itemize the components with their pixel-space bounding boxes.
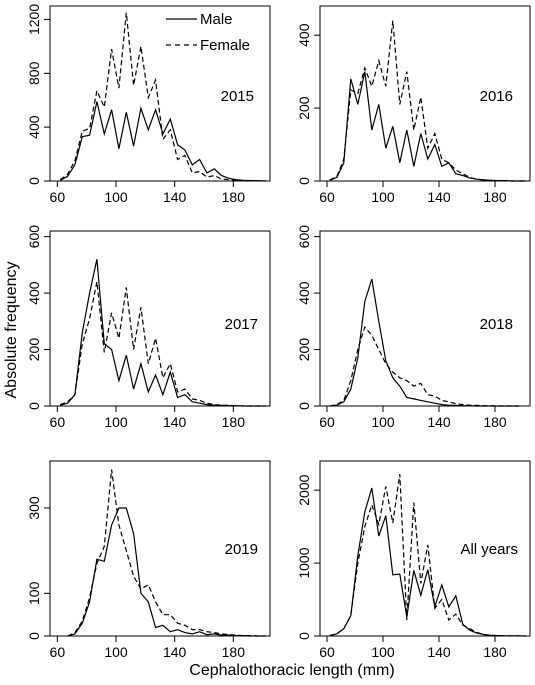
x-tick-label: 100 xyxy=(104,644,128,660)
y-tick-label: 200 xyxy=(26,338,42,362)
x-tick-label: 60 xyxy=(50,189,66,205)
y-tick-label: 0 xyxy=(296,402,312,410)
panel-0: 60 100 140 180 0 400 800 1200 2015 xyxy=(26,4,271,205)
x-tick-label: 180 xyxy=(483,644,507,660)
x-tick-label: 100 xyxy=(371,189,395,205)
y-tick-label: 2000 xyxy=(296,474,312,505)
x-axis-label: Cephalothoracic length (mm) xyxy=(189,662,394,679)
y-tick-label: 0 xyxy=(26,402,42,410)
y-tick-label: 400 xyxy=(296,23,312,47)
x-tick-label: 140 xyxy=(163,189,187,205)
y-tick-label: 100 xyxy=(26,581,42,605)
x-tick-label: 60 xyxy=(50,644,66,660)
panels-group: 60 100 140 180 0 400 800 1200 2015 60 100 140 180 0 20… xyxy=(26,4,531,660)
x-tick-label: 100 xyxy=(371,414,395,430)
y-tick-label: 1200 xyxy=(26,4,42,35)
y-tick-label: 200 xyxy=(296,338,312,362)
series-line-male xyxy=(60,101,266,182)
panel-year-label: 2015 xyxy=(221,88,254,105)
panel-4: 60 100 140 180 0 100 300 2019 xyxy=(26,460,271,660)
y-tick-label: 0 xyxy=(26,632,42,640)
x-tick-label: 60 xyxy=(319,414,335,430)
x-tick-label: 140 xyxy=(427,644,451,660)
legend-male-label: Male xyxy=(200,11,233,28)
panel-frame xyxy=(49,5,271,182)
panel-year-label: 2018 xyxy=(480,316,513,333)
panel-2: 60 100 140 180 0 200 400 600 2017 xyxy=(26,225,271,430)
x-tick-label: 180 xyxy=(222,414,246,430)
y-tick-label: 0 xyxy=(296,177,312,185)
series-line-female xyxy=(329,325,519,407)
y-tick-label: 400 xyxy=(26,115,42,139)
x-tick-label: 60 xyxy=(50,414,66,430)
panel-3: 60 100 140 180 0 200 400 600 2018 xyxy=(296,225,531,430)
x-tick-label: 60 xyxy=(319,189,335,205)
y-tick-label: 800 xyxy=(26,61,42,85)
x-tick-label: 100 xyxy=(104,414,128,430)
panel-frame xyxy=(319,5,531,182)
series-line-female xyxy=(67,469,266,637)
x-tick-label: 180 xyxy=(483,189,507,205)
y-tick-label: 400 xyxy=(26,281,42,305)
x-tick-label: 140 xyxy=(163,644,187,660)
legend-female-label: Female xyxy=(200,37,250,54)
panel-year-label: All years xyxy=(460,541,518,558)
x-tick-label: 140 xyxy=(163,414,187,430)
x-tick-label: 60 xyxy=(319,644,335,660)
series-line-female xyxy=(329,474,526,637)
x-tick-label: 140 xyxy=(427,414,451,430)
series-line-female xyxy=(329,20,526,182)
panel-frame xyxy=(319,230,531,407)
y-tick-label: 600 xyxy=(26,225,42,249)
y-tick-label: 200 xyxy=(296,96,312,120)
panel-5: 60 100 140 180 0 1000 2000 All years xyxy=(296,460,531,660)
legend: Male Female xyxy=(166,11,250,54)
x-tick-label: 180 xyxy=(222,644,246,660)
y-tick-label: 1000 xyxy=(296,547,312,578)
panel-frame xyxy=(319,460,531,637)
series-line-male xyxy=(329,71,526,182)
y-tick-label: 0 xyxy=(296,632,312,640)
panel-1: 60 100 140 180 0 200 400 2016 xyxy=(296,5,531,205)
series-line-male xyxy=(329,487,526,637)
x-tick-label: 100 xyxy=(371,644,395,660)
series-line-male xyxy=(329,278,519,407)
series-line-female xyxy=(59,12,266,182)
x-tick-label: 140 xyxy=(427,189,451,205)
x-tick-label: 180 xyxy=(483,414,507,430)
y-tick-label: 400 xyxy=(296,281,312,305)
series-line-female xyxy=(60,281,266,407)
y-axis-label: Absolute frequency xyxy=(3,262,20,399)
x-tick-label: 180 xyxy=(222,189,246,205)
y-tick-label: 600 xyxy=(296,225,312,249)
y-tick-label: 300 xyxy=(26,496,42,520)
panel-frame xyxy=(49,230,271,407)
panel-year-label: 2019 xyxy=(225,541,258,558)
panel-frame xyxy=(49,460,271,637)
y-tick-label: 0 xyxy=(26,177,42,185)
series-line-male xyxy=(67,507,266,637)
panel-year-label: 2017 xyxy=(225,316,258,333)
x-tick-label: 100 xyxy=(104,189,128,205)
panel-year-label: 2016 xyxy=(480,88,513,105)
